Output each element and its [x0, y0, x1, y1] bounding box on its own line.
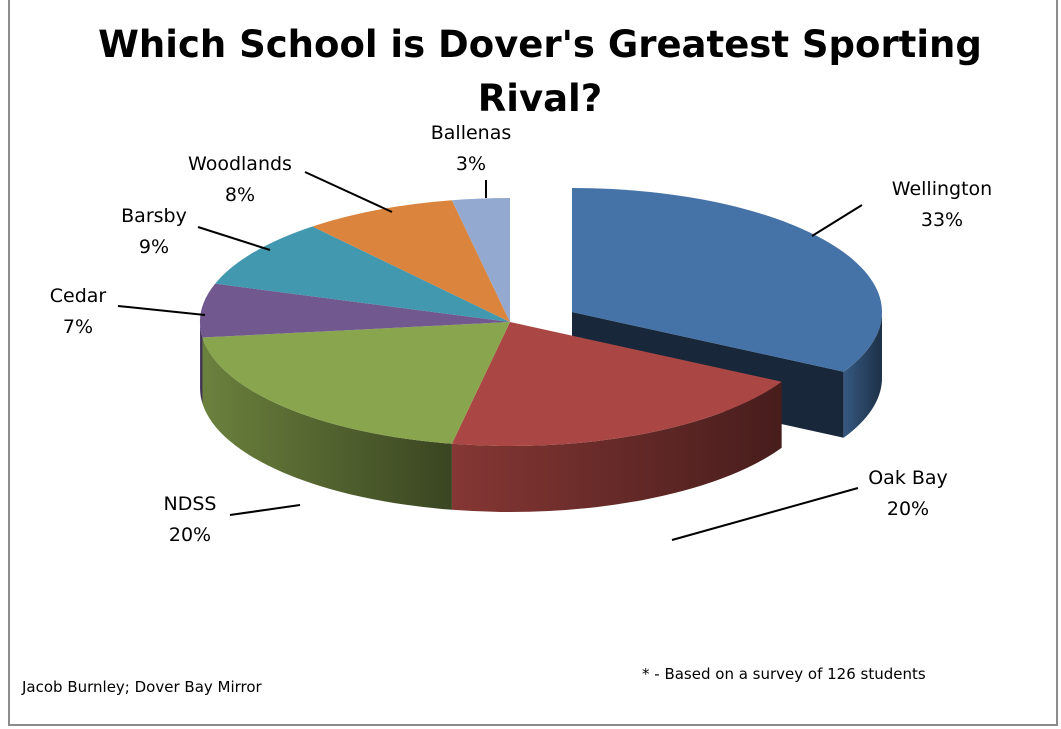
slice-label-ballenas: Ballenas	[431, 122, 512, 144]
slice-value-woodlands: 8%	[225, 184, 255, 206]
slice-label-barsby: Barsby	[121, 205, 187, 227]
slice-wellington	[572, 188, 882, 372]
slice-ballenas	[451, 198, 510, 322]
slice-value-oak-bay: 20%	[887, 498, 929, 520]
slice-side-oak-bay	[451, 381, 782, 512]
slice-side-cedar	[200, 322, 203, 404]
leader-line-wellington	[811, 204, 863, 237]
slice-label-cedar: Cedar	[50, 285, 107, 307]
slice-value-ndss: 20%	[169, 524, 211, 546]
slice-value-barsby: 9%	[139, 236, 169, 258]
leader-line-woodlands	[304, 171, 393, 213]
slice-side-wellington	[843, 312, 883, 438]
slice-value-ballenas: 3%	[456, 153, 486, 175]
survey-footnote: * - Based on a survey of 126 students	[642, 665, 926, 683]
slice-label-woodlands: Woodlands	[188, 153, 292, 175]
slice-oak-bay	[451, 322, 782, 446]
slice-ndss	[202, 322, 510, 444]
leader-line-cedar	[117, 305, 206, 316]
slice-side-ndss	[202, 337, 452, 510]
source-credit: Jacob Burnley; Dover Bay Mirror	[22, 678, 262, 696]
slice-barsby	[215, 226, 510, 322]
slice-value-wellington: 33%	[921, 209, 963, 231]
slice-woodlands	[312, 200, 510, 322]
leader-line-barsby	[197, 226, 271, 251]
slice-value-cedar: 7%	[63, 316, 93, 338]
leader-line-ndss	[229, 504, 301, 516]
slice-label-wellington: Wellington	[892, 178, 992, 200]
leader-line-oak-bay	[671, 487, 859, 541]
slice-label-ndss: NDSS	[164, 493, 217, 515]
chart-title: Which School is Dover's Greatest Sportin…	[98, 23, 982, 120]
slice-cedar	[200, 283, 510, 338]
slice-label-oak-bay: Oak Bay	[868, 467, 948, 489]
